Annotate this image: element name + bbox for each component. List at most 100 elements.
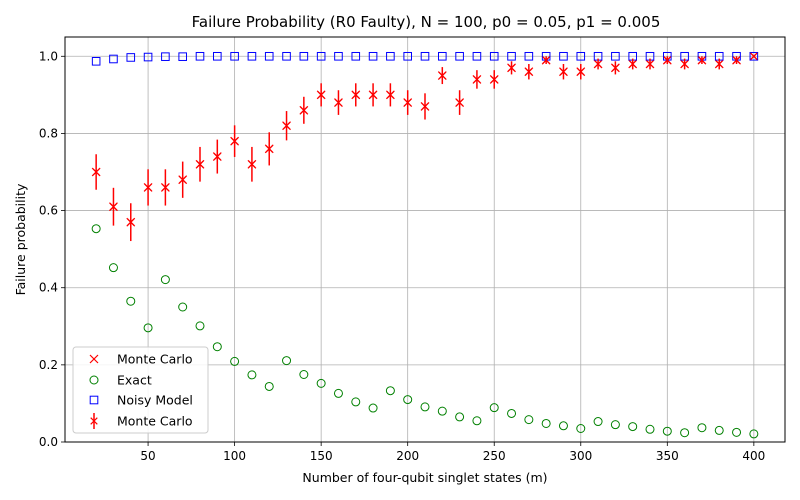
- exact-point: [126, 296, 136, 306]
- y-tick-label: 1.0: [39, 49, 58, 63]
- exact-point: [558, 421, 568, 431]
- noisy-model-point: [420, 51, 430, 61]
- exact-point: [662, 426, 672, 436]
- monte-carlo-errorbar-point: [248, 146, 256, 182]
- noisy-model-point: [334, 51, 343, 61]
- exact-point: [143, 323, 153, 333]
- monte-carlo-errorbar-point: [628, 58, 637, 70]
- monte-carlo-errorbar-point-stroke: [715, 60, 723, 68]
- monte-carlo-errorbar-point: [750, 52, 758, 61]
- data-marks: [91, 51, 759, 439]
- exact-point: [195, 321, 205, 331]
- noisy-model-point: [611, 51, 620, 61]
- exact-point: [351, 397, 361, 407]
- noisy-model-point: [178, 52, 187, 61]
- monte-carlo-errorbar-point-stroke: [144, 183, 152, 192]
- noisy-model-point: [489, 51, 499, 61]
- monte-carlo-errorbar-point: [646, 58, 654, 70]
- x-tick-label: 150: [310, 449, 333, 463]
- y-axis-label: Failure probability: [13, 183, 28, 295]
- monte-carlo-errorbar-point-stroke: [750, 52, 758, 61]
- monte-carlo-errorbar-point: [127, 203, 135, 242]
- noisy-model-point: [109, 54, 118, 64]
- noisy-model-point: [143, 52, 153, 62]
- monte-carlo-errorbar-point: [161, 169, 170, 206]
- legend-label: Monte Carlo: [117, 414, 193, 429]
- monte-carlo-errorbar-point: [421, 93, 429, 120]
- legend-entry: Exact: [89, 373, 152, 388]
- monte-carlo-errorbar-point: [369, 83, 377, 107]
- exact-point: [316, 378, 326, 388]
- exact-point: [160, 275, 170, 285]
- monte-carlo-errorbar-point-stroke: [334, 98, 343, 107]
- monte-carlo-errorbar-point-stroke: [213, 152, 222, 161]
- noisy-model-point: [455, 51, 464, 61]
- legend-label: Noisy Model: [117, 393, 193, 408]
- monte-carlo-errorbar-point: [507, 61, 516, 75]
- legend: Monte Carlo Exact Noisy Model Monte Carlo: [72, 346, 209, 434]
- noisy-model-point: [368, 51, 378, 61]
- monte-carlo-errorbar-point: [698, 56, 706, 64]
- legend-entry: Noisy Model: [89, 393, 193, 408]
- x-tick-label: 100: [223, 449, 246, 463]
- exact-point: [610, 420, 620, 430]
- noisy-model-point: [195, 51, 205, 61]
- exact-point: [333, 388, 343, 398]
- monte-carlo-errorbar-point-stroke: [663, 56, 672, 64]
- noisy-model-point: [386, 51, 395, 61]
- monte-carlo-errorbar-point-stroke: [490, 75, 498, 84]
- noisy-model-point: [264, 51, 274, 61]
- y-tick-label: 0.6: [39, 204, 58, 218]
- x-tick-label: 50: [140, 449, 155, 463]
- ticks: 50 100 150 200 250 300 350 400 0.0 0.2 0.4 0.6 0.8 1.…: [39, 49, 765, 463]
- noisy-model-point: [299, 51, 309, 61]
- exact-point: [732, 427, 742, 437]
- monte-carlo-errorbar-point: [282, 111, 291, 141]
- exact-point: [299, 370, 309, 379]
- y-tick-label: 0.4: [39, 281, 58, 295]
- monte-carlo-errorbar-point-stroke: [559, 67, 568, 76]
- noisy-model-point: [438, 51, 447, 61]
- exact-point: [645, 424, 655, 434]
- monte-carlo-errorbar-point: [577, 64, 585, 80]
- monte-carlo-errorbar-point-stroke: [438, 71, 447, 80]
- exact-point: [524, 415, 534, 425]
- exact-point: [714, 425, 724, 435]
- monte-carlo-errorbar-point: [230, 125, 239, 157]
- monte-carlo-errorbar-point-stroke: [282, 121, 291, 130]
- noisy-model-point: [316, 51, 326, 61]
- noisy-model-point: [282, 51, 291, 61]
- monte-carlo-errorbar-point-stroke: [455, 98, 464, 107]
- x-tick-label: 400: [742, 449, 765, 463]
- legend-exact-marker: [89, 375, 99, 385]
- monte-carlo-errorbar-point: [542, 56, 550, 64]
- monte-carlo-errorbar-point: [715, 58, 723, 70]
- x-axis-label: Number of four-qubit singlet states (m): [302, 470, 547, 485]
- monte-carlo-errorbar-point-stroke: [369, 91, 377, 99]
- exact-point: [576, 424, 586, 433]
- monte-carlo-errorbar-point-stroke: [300, 106, 308, 115]
- noisy-model-point: [126, 53, 136, 62]
- legend-box: [72, 346, 209, 434]
- monte-carlo-errorbar-point: [438, 67, 447, 85]
- exact-point: [507, 408, 517, 418]
- monte-carlo-errorbar-point: [473, 70, 481, 89]
- monte-carlo-errorbar-point: [525, 64, 533, 80]
- monte-carlo-errorbar-point: [352, 83, 360, 107]
- monte-carlo-errorbar-point-stroke: [352, 91, 360, 99]
- exact-point: [680, 428, 690, 438]
- legend-label: Monte Carlo: [117, 352, 193, 367]
- monte-carlo-errorbar-point: [196, 146, 204, 182]
- monte-carlo-errorbar-point-stroke: [248, 160, 256, 169]
- exact-point: [403, 395, 413, 405]
- exact-point: [420, 402, 430, 412]
- noisy-model-point: [576, 51, 586, 61]
- exact-point: [472, 416, 482, 426]
- monte-carlo-errorbar-point: [265, 132, 273, 166]
- monte-carlo-errorbar-point-stroke: [611, 64, 620, 72]
- exact-point: [489, 403, 499, 413]
- monte-carlo-errorbar-point-stroke: [161, 183, 170, 192]
- exact-point: [437, 406, 447, 416]
- x-tick-label: 300: [569, 449, 592, 463]
